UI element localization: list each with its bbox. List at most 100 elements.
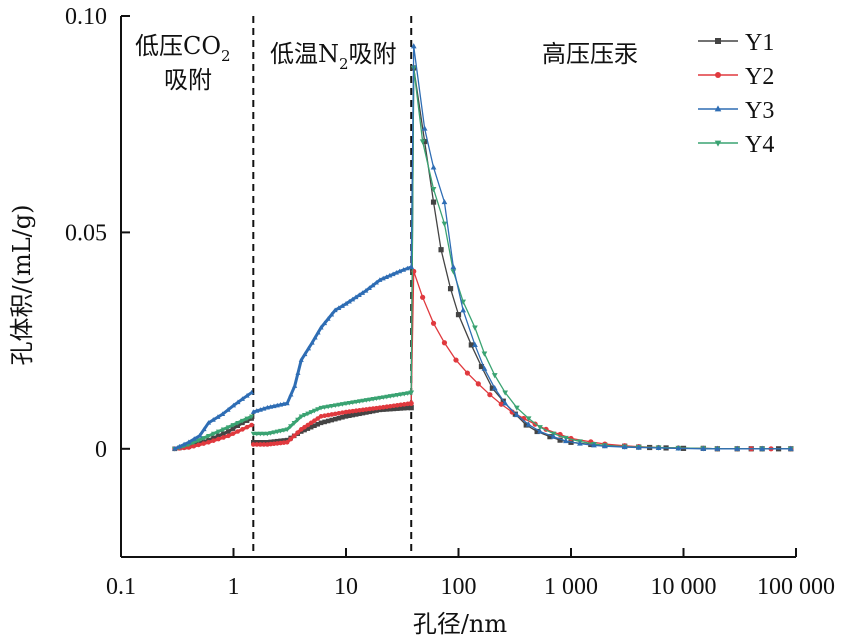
data-point xyxy=(258,442,263,447)
data-point xyxy=(191,436,197,441)
data-point xyxy=(502,400,509,406)
data-point xyxy=(261,442,267,447)
legend-label: Y3 xyxy=(745,98,774,124)
data-point xyxy=(387,394,393,399)
data-point xyxy=(364,407,369,412)
data-point xyxy=(284,400,290,406)
data-point xyxy=(230,402,237,408)
data-point xyxy=(298,414,304,420)
data-point xyxy=(475,381,481,387)
y-axis-title: 孔体积/(mL/g) xyxy=(8,205,36,366)
series-y3 xyxy=(172,43,794,451)
data-point xyxy=(397,268,403,274)
data-point xyxy=(550,433,557,439)
data-point xyxy=(602,443,608,449)
data-point xyxy=(315,416,321,421)
data-point xyxy=(305,411,311,417)
data-point xyxy=(308,420,314,426)
region-co2-subscript: 2 xyxy=(221,47,231,65)
data-point xyxy=(302,424,307,430)
data-point xyxy=(447,286,454,292)
data-point xyxy=(191,443,196,449)
data-point xyxy=(211,435,216,441)
data-point xyxy=(322,413,327,419)
data-point xyxy=(288,391,294,397)
data-point xyxy=(388,403,393,409)
data-point xyxy=(288,436,293,442)
data-point xyxy=(387,272,393,278)
data-point xyxy=(197,433,203,438)
data-point xyxy=(329,403,335,409)
data-point xyxy=(370,406,376,411)
data-point xyxy=(220,427,226,433)
data-point xyxy=(239,396,245,401)
data-point xyxy=(343,301,349,306)
data-point xyxy=(509,409,515,415)
data-point xyxy=(513,405,520,411)
series-line-hg xyxy=(410,67,791,450)
data-point xyxy=(438,247,444,253)
data-point xyxy=(353,408,359,414)
data-point xyxy=(393,270,399,275)
data-point xyxy=(498,401,504,407)
data-point xyxy=(221,435,226,440)
region-label-n2: 低温N2吸附 xyxy=(270,40,397,73)
data-point xyxy=(291,433,297,439)
data-point xyxy=(261,431,267,437)
data-point xyxy=(268,431,274,436)
data-point xyxy=(787,445,794,451)
data-point xyxy=(374,405,379,411)
data-point xyxy=(291,420,297,426)
data-point xyxy=(388,406,393,412)
data-point xyxy=(343,414,349,419)
data-point xyxy=(360,410,366,416)
data-point xyxy=(186,439,192,445)
x-tick-label: 10 xyxy=(334,574,358,600)
data-point xyxy=(384,394,390,400)
data-point xyxy=(373,396,380,402)
x-axis-title: 孔径/nm xyxy=(413,610,508,638)
data-point xyxy=(305,345,312,351)
data-point xyxy=(408,263,415,270)
data-point xyxy=(621,443,628,450)
plot-area xyxy=(172,16,794,557)
data-point xyxy=(405,391,411,396)
data-point xyxy=(333,411,338,417)
legend-swatch-marker xyxy=(715,72,721,78)
legend-label: Y2 xyxy=(745,64,774,90)
data-point xyxy=(215,429,221,435)
data-point xyxy=(675,445,682,451)
data-point xyxy=(408,390,415,396)
data-point xyxy=(244,393,250,398)
data-point xyxy=(356,292,362,297)
legend-label: Y4 xyxy=(745,132,774,158)
data-point xyxy=(336,415,342,421)
y-tick-label: 0.10 xyxy=(65,4,107,30)
data-point xyxy=(336,410,342,416)
data-point xyxy=(478,363,485,370)
x-tick-label: 1 xyxy=(228,574,240,600)
series-y1 xyxy=(172,65,794,452)
data-point xyxy=(325,316,331,321)
data-point xyxy=(220,411,226,417)
data-point xyxy=(357,399,363,404)
data-point xyxy=(312,418,317,423)
data-point xyxy=(211,438,216,443)
data-point xyxy=(491,385,498,391)
data-point xyxy=(430,164,437,170)
data-point xyxy=(734,445,741,451)
data-point xyxy=(302,413,308,418)
data-point xyxy=(481,351,488,357)
data-point xyxy=(305,422,311,428)
data-point xyxy=(181,441,187,447)
legend-swatch-marker xyxy=(714,105,722,112)
data-point xyxy=(374,408,379,413)
data-point xyxy=(325,404,331,410)
data-point xyxy=(225,407,231,412)
data-point xyxy=(390,271,396,277)
data-point xyxy=(254,431,260,437)
data-point xyxy=(464,370,471,376)
data-point xyxy=(308,424,314,430)
data-point xyxy=(400,267,407,272)
data-point xyxy=(401,391,407,397)
